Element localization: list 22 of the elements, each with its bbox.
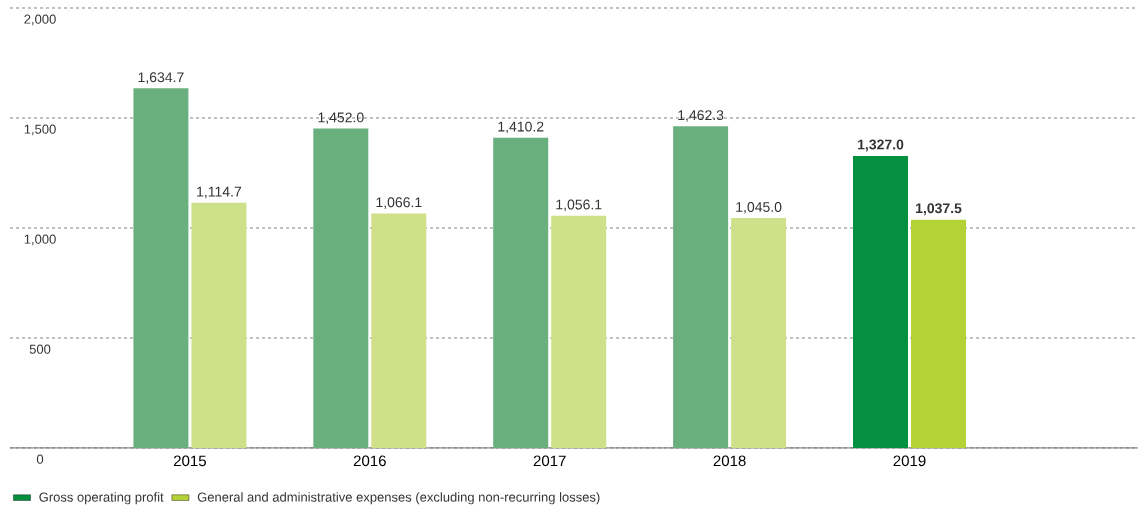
data-label: 1,634.7	[138, 72, 184, 84]
data-label: 1,452.0	[318, 112, 364, 125]
data-label: 1,462.3	[678, 110, 724, 122]
y-tick-label: 2,000	[24, 14, 56, 26]
y-tick-label: 1,000	[24, 234, 56, 246]
x-tick-label: 2018	[713, 455, 746, 467]
x-tick-label: 2019	[893, 455, 926, 467]
y-tick-label: 1,500	[24, 124, 56, 136]
data-label: 1,037.5	[916, 203, 962, 216]
data-label: 1,114.7	[197, 186, 242, 199]
legend-label: Gross operating profit	[39, 492, 164, 505]
data-label: 1,410.2	[498, 121, 544, 134]
x-tick-label: 2016	[353, 455, 386, 467]
data-label: 1,045.0	[736, 201, 782, 214]
data-label: 1,327.0	[858, 139, 904, 152]
y-tick-label: 0	[36, 454, 44, 464]
x-tick-label: 2015	[173, 455, 206, 467]
data-label: 1,056.1	[556, 199, 602, 212]
data-label: 1,066.1	[376, 197, 422, 209]
x-tick-label: 2017	[533, 455, 566, 467]
legend-label: General and administrative expenses (excluding non-recurring losses)	[197, 492, 600, 505]
y-tick-label: 500	[29, 344, 51, 354]
